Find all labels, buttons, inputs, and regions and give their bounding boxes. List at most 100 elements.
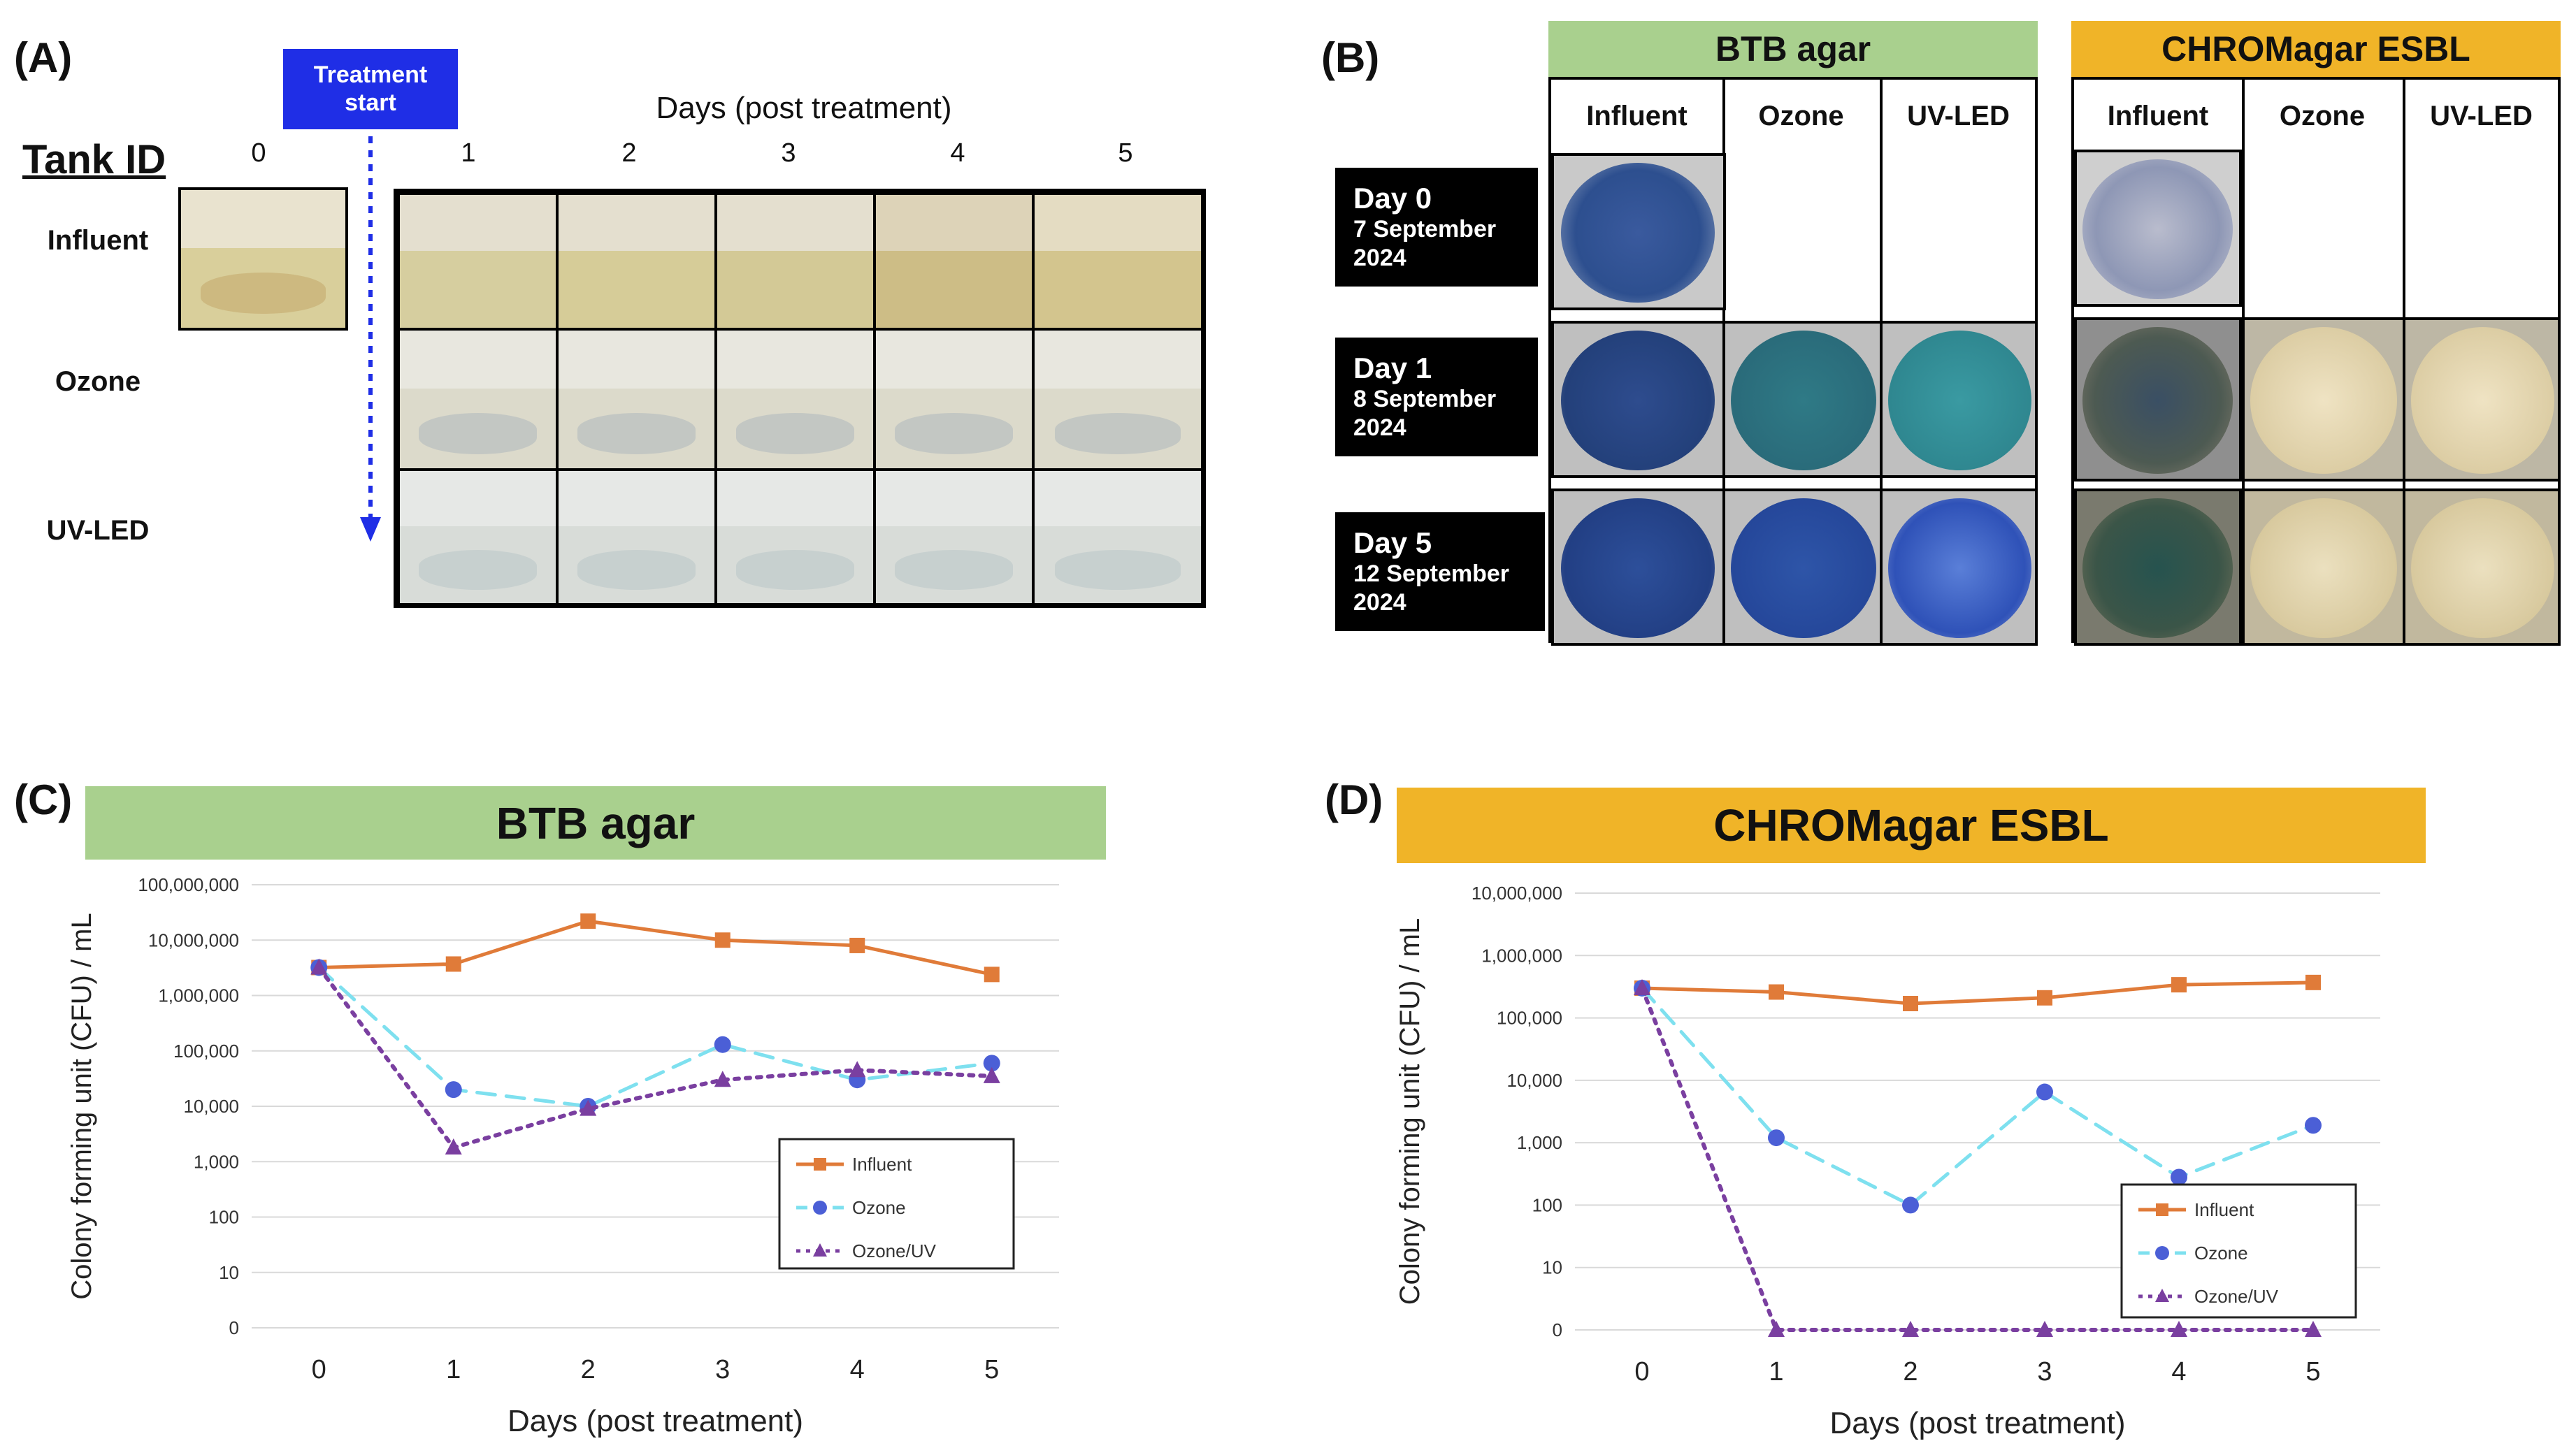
esbl-chart-ytick-label: 0 [1553, 1319, 1562, 1340]
btb-chart-series-ozone-point [445, 1081, 462, 1099]
day-block-day0: Day 0 7 September 2024 [1335, 168, 1538, 287]
chrom-header: CHROMagar ESBL [2071, 21, 2561, 77]
chrom-plate-cell-day0-influent [2074, 150, 2242, 307]
btb-chart-series-ozone-uv-point [580, 1099, 597, 1116]
tube-ozone-day1 [397, 328, 559, 471]
day-block-day1-year: 2024 [1353, 414, 1406, 441]
btb-chart-series-influent-line [317, 919, 994, 976]
esbl-chart-xlabel: Days (post treatment) [1829, 1406, 2125, 1440]
esbl-chart-series-ozone-uv-point [1634, 978, 1650, 995]
tube-ozone-day5 [1032, 328, 1204, 471]
btb-chart-series-ozone-line [317, 965, 994, 1108]
tube-influent-day1 [397, 192, 559, 331]
chrom-plate-cell-day5-uvled [2403, 488, 2561, 646]
panel-c-label: (C) [14, 776, 73, 823]
esbl-chart-ytick-label: 1,000,000 [1481, 945, 1562, 966]
esbl-chart-series-ozone-point [1768, 1129, 1785, 1147]
btb-chart-legend-item-ozone-label: Ozone [852, 1197, 906, 1218]
btb-chart-legend-item-ozone-uv-marker [813, 1243, 827, 1257]
btb-plate-cell-day1-influent [1551, 321, 1726, 478]
btb-col-influent: Influent [1586, 101, 1688, 131]
btb-chart-ytick-label: 0 [229, 1317, 239, 1338]
day-block-day5-title: Day 5 [1353, 526, 1432, 559]
btb-chart-xtick-label: 5 [984, 1355, 999, 1384]
esbl-chart-series-ozone-point [2171, 1168, 2187, 1186]
esbl-chart-series-ozone-uv-point [1902, 1321, 1919, 1337]
tube-ozone-day3 [714, 328, 876, 471]
day-block-day5-date: 12 September [1353, 560, 1509, 587]
btb-chart-ytick-label: 1,000 [194, 1151, 239, 1172]
panel-d-banner: CHROMagar ESBL [1397, 788, 2426, 863]
day-block-day5: Day 5 12 September 2024 [1335, 512, 1545, 631]
esbl-chart-series-ozone-uv-point [2305, 1321, 2322, 1337]
panel-a-label: (A) [14, 34, 73, 81]
tube-influent-day2 [556, 192, 717, 331]
btb-chart-xtick-label: 1 [446, 1355, 461, 1384]
btb-chart-series-influent-point [984, 967, 1000, 983]
btb-chart-ytick-label: 100,000,000 [138, 874, 239, 895]
tube-uvled-day2 [556, 468, 717, 606]
btb-plate-cell-day0-influent [1551, 153, 1726, 310]
btb-chart-series-ozone-point [983, 1055, 1000, 1072]
chrom-plate-cell-day1-influent [2074, 317, 2242, 482]
day-number-5: 5 [1118, 138, 1133, 168]
esbl-chart-xtick-label: 1 [1769, 1357, 1783, 1387]
day-block-day5-year: 2024 [1353, 588, 1406, 616]
day-number-1: 1 [461, 138, 476, 168]
btb-col-uvled: UV-LED [1907, 101, 2010, 131]
btb-chart-xtick-label: 0 [312, 1355, 326, 1384]
day-number-4: 4 [950, 138, 965, 168]
btb-chart-series-ozone-uv-point [310, 958, 328, 975]
btb-chart-ylabel: Colony forming unit (CFU) / mL [66, 913, 97, 1299]
day-number-2: 2 [621, 138, 637, 168]
btb-chart-series-influent-point [445, 956, 461, 972]
esbl-chart-series-ozone-point [2036, 1083, 2053, 1101]
esbl-chart-ytick-label: 10,000,000 [1472, 883, 1562, 904]
esbl-chart-xtick-label: 4 [2171, 1357, 2186, 1387]
esbl-chart-legend-item-ozone-uv-label: Ozone/UV [2194, 1286, 2279, 1307]
esbl-chart-ytick-label: 1,000 [1517, 1132, 1562, 1153]
chrom-plate-cell-day5-ozone [2242, 488, 2405, 646]
btb-chart-ytick-label: 100 [209, 1207, 239, 1228]
day-block-day0-date: 7 September [1353, 216, 1497, 243]
btb-chart-series-ozone-uv-point [445, 1138, 462, 1155]
esbl-chart-series-ozone-point [2305, 1117, 2322, 1134]
btb-chart-ytick-label: 100,000 [173, 1041, 239, 1062]
tube-uvled-day4 [873, 468, 1035, 606]
chrom-col-influent: Influent [2107, 101, 2209, 131]
esbl-chart-series-influent-point [1769, 984, 1784, 1000]
btb-plate-cell-day1-uvled [1880, 321, 2038, 478]
panel-d-label: (D) [1325, 776, 1383, 823]
esbl-chart-series-influent-line [1640, 980, 2315, 1006]
tube-uvled-day5 [1032, 468, 1204, 606]
esbl-chart: 0101001,00010,000100,0001,000,00010,000,… [1395, 883, 2380, 1440]
btb-chart-xtick-label: 2 [581, 1355, 596, 1384]
esbl-chart-xtick-label: 3 [2037, 1357, 2052, 1387]
btb-chart-xlabel: Days (post treatment) [508, 1404, 803, 1438]
btb-header: BTB agar [1548, 21, 2038, 77]
esbl-chart-xtick-label: 5 [2305, 1357, 2320, 1387]
tube-influent-day3 [714, 192, 876, 331]
tube-grid [394, 189, 1206, 608]
btb-chart-legend-item-influent-marker [814, 1158, 826, 1171]
esbl-chart-ytick-label: 10 [1542, 1257, 1562, 1278]
btb-plate-cell-day5-ozone [1722, 488, 1883, 646]
btb-chart: 0101001,00010,000100,0001,000,00010,000,… [66, 874, 1059, 1438]
day-number-3: 3 [781, 138, 796, 168]
btb-chart-series-influent-point [580, 913, 596, 929]
btb-chart-legend-item-ozone-marker [813, 1201, 827, 1215]
btb-chart-series-ozone-point [714, 1036, 731, 1053]
day-number-0: 0 [251, 138, 266, 168]
btb-chart-legend-item-ozone-uv-label: Ozone/UV [852, 1240, 937, 1261]
tube-uvled-day1 [397, 468, 559, 606]
day-block-day1-date: 8 September [1353, 386, 1497, 412]
btb-chart-ytick-label: 10,000 [183, 1096, 239, 1117]
tube-ozone-day4 [873, 328, 1035, 471]
esbl-chart-series-influent-point [2305, 974, 2321, 990]
row-label-uvled: UV-LED [46, 515, 150, 546]
esbl-chart-series-ozone-uv-line [1640, 985, 2315, 1332]
btb-chart-series-influent-point [849, 937, 865, 953]
btb-chart-legend-item-influent-label: Influent [852, 1154, 912, 1175]
esbl-chart-series-ozone-point [1902, 1196, 1919, 1214]
esbl-chart-legend-item-ozone-label: Ozone [2194, 1243, 2248, 1264]
